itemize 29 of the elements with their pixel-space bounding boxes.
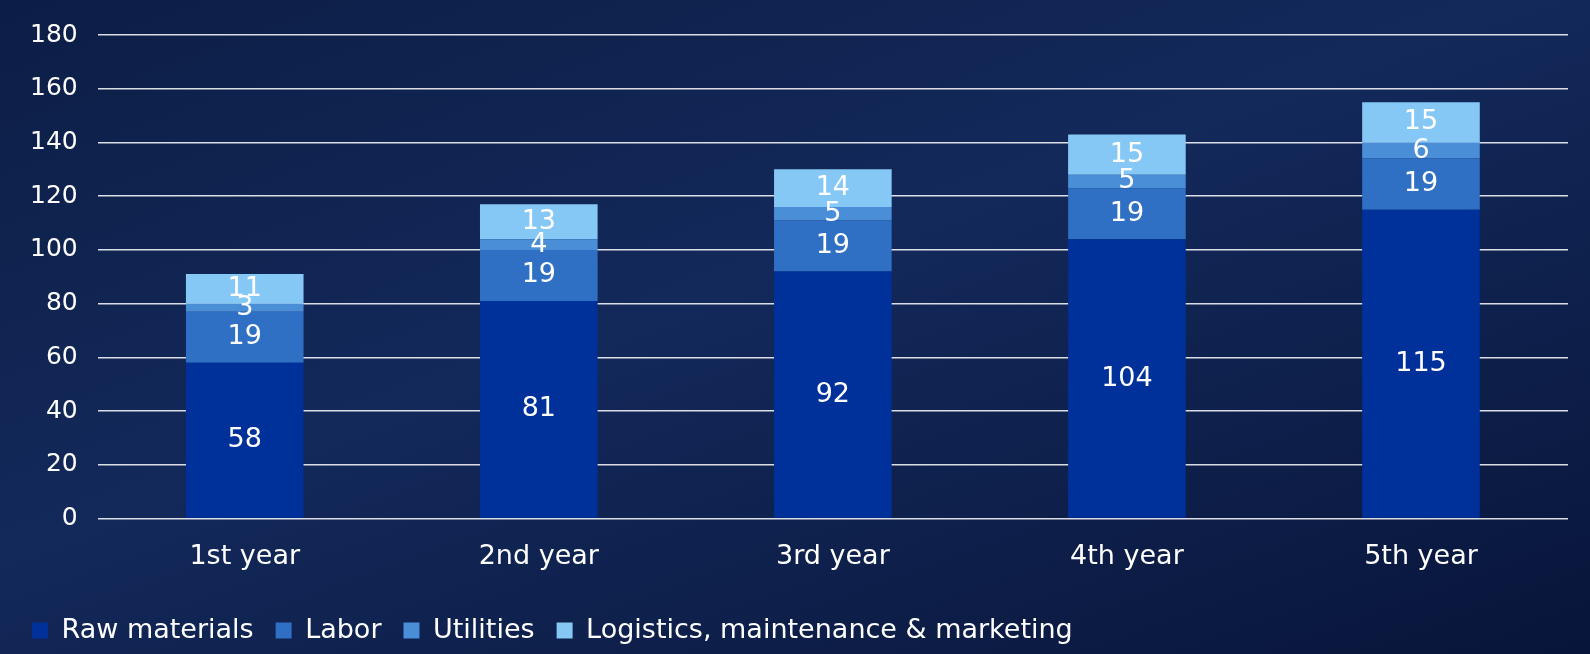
y-tick-label: 180: [30, 18, 78, 48]
data-label: 115: [1395, 345, 1447, 377]
x-tick-label: 2nd year: [478, 538, 600, 570]
data-label: 19: [815, 227, 851, 259]
data-label: 104: [1101, 360, 1153, 392]
data-label: 19: [227, 319, 262, 351]
y-tick-label: 100: [30, 233, 78, 263]
data-label: 19: [1109, 195, 1145, 227]
y-tick-label: 0: [61, 502, 78, 532]
y-tick-label: 140: [30, 125, 78, 155]
data-label: 19: [1403, 166, 1439, 198]
legend-label: Raw materials: [61, 612, 254, 644]
data-label: 92: [815, 376, 851, 408]
data-label: 81: [521, 391, 556, 423]
y-tick-label: 20: [45, 448, 78, 478]
legend-label: Labor: [305, 612, 383, 644]
x-tick-label: 3rd year: [775, 538, 891, 570]
y-tick-label: 160: [30, 72, 78, 102]
x-tick-label: 5th year: [1364, 538, 1479, 570]
data-label: 19: [521, 257, 556, 289]
legend-label: Logistics, maintenance & marketing: [586, 612, 1073, 644]
x-tick-label: 4th year: [1070, 538, 1185, 570]
y-tick-label: 60: [45, 340, 78, 370]
legend-label: Utilities: [432, 612, 535, 644]
x-tick-label: 1st year: [189, 538, 301, 570]
data-label: 58: [227, 422, 262, 454]
y-tick-label: 80: [45, 287, 78, 317]
y-tick-label: 40: [45, 394, 78, 424]
y-tick-label: 120: [30, 179, 78, 209]
